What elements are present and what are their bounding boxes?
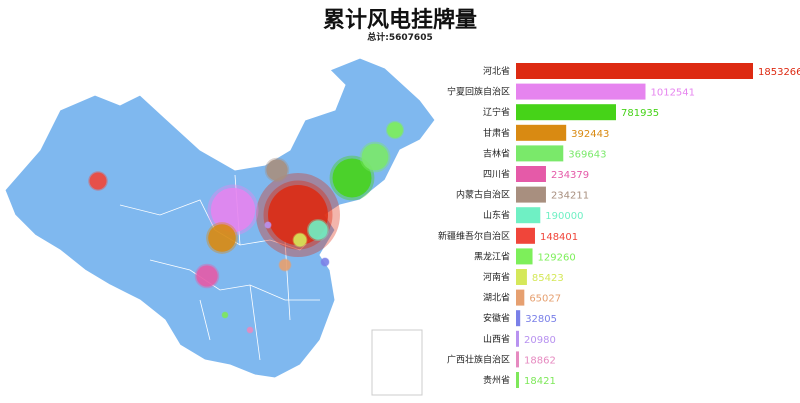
bar-group: 新疆维吾尔自治区 148401 [438,227,578,244]
bubble[interactable] [332,158,372,198]
category-label: 山西省 [483,333,510,345]
bar-group: 甘肃省 392443 [483,124,609,141]
category-label: 新疆维吾尔自治区 [438,230,510,242]
category-label: 辽宁省 [483,106,510,118]
bar[interactable] [516,248,533,265]
value-label: 190000 [545,211,583,222]
bubble[interactable] [293,233,307,247]
bar[interactable] [516,186,546,203]
value-label: 148401 [540,232,578,243]
value-label: 1012541 [650,88,695,99]
bar[interactable] [516,207,541,224]
bubble[interactable] [89,172,107,190]
bar-group: 广西壮族自治区 18862 [447,351,556,368]
bubble[interactable] [321,258,329,266]
value-label: 18862 [524,355,556,366]
bar[interactable] [516,269,527,285]
value-label: 18421 [524,376,556,387]
bar-group: 内蒙古自治区 234211 [456,186,589,203]
category-label: 四川省 [483,168,510,180]
bubble[interactable] [264,221,272,229]
bar[interactable] [516,351,519,368]
category-label: 贵州省 [483,374,510,386]
category-label: 甘肃省 [483,127,510,139]
bar[interactable] [516,310,521,327]
bar[interactable] [516,104,616,121]
bar-group: 黑龙江省 129260 [474,248,576,265]
bar[interactable] [516,289,525,306]
bar[interactable] [516,227,535,244]
bar[interactable] [516,372,519,388]
value-label: 234211 [551,191,589,202]
bar-group: 贵州省 18421 [483,372,556,388]
bubble[interactable] [222,312,228,318]
bar[interactable] [516,330,519,347]
bar-group: 宁夏回族自治区 1012541 [447,83,695,100]
bar-group: 四川省 234379 [483,166,589,182]
bar-group: 吉林省 369643 [483,145,606,162]
value-label: 65027 [529,294,561,305]
category-label: 山东省 [483,209,510,221]
value-label: 781935 [621,108,659,119]
bar-group: 湖北省 65027 [483,289,561,306]
bar-group: 辽宁省 781935 [483,104,659,121]
bar[interactable] [516,83,646,100]
value-label: 234379 [551,170,589,181]
bubble[interactable] [246,326,254,334]
bar-group: 河北省 1853266 [483,63,800,79]
category-label: 宁夏回族自治区 [447,86,510,98]
value-label: 20980 [524,335,556,346]
category-label: 河北省 [483,65,510,77]
category-label: 内蒙古自治区 [456,189,510,201]
bar[interactable] [516,63,753,79]
category-label: 安徽省 [483,312,510,324]
category-label: 河南省 [483,271,510,283]
category-label: 湖北省 [483,292,510,304]
bubble[interactable] [387,122,403,138]
value-label: 369643 [568,149,606,160]
category-label: 广西壮族自治区 [447,353,510,365]
category-label: 黑龙江省 [474,250,510,262]
bar[interactable] [516,166,546,182]
china-map [4,57,436,396]
chart-subtitle: 总计:5607605 [367,33,433,43]
value-label: 32805 [525,314,557,325]
value-label: 85423 [532,273,564,284]
value-label: 129260 [538,252,576,263]
value-label: 392443 [571,129,609,140]
south-china-sea-inset [371,329,423,396]
value-label: 1853266 [758,67,800,78]
category-label: 吉林省 [483,147,510,159]
bar[interactable] [516,124,567,141]
bubble[interactable] [210,187,256,233]
bubble[interactable] [308,220,328,240]
bar-group: 安徽省 32805 [483,310,557,327]
bubble[interactable] [266,159,288,181]
bar-group: 山东省 190000 [483,207,583,224]
bubble[interactable] [279,259,291,271]
bar-group: 山西省 20980 [483,330,556,347]
chart-title: 累计风电挂牌量 [322,8,477,33]
bubble[interactable] [361,143,389,171]
bar-group: 河南省 85423 [483,269,564,285]
bubble[interactable] [208,224,236,252]
bubble[interactable] [196,265,218,287]
bar[interactable] [516,145,564,162]
